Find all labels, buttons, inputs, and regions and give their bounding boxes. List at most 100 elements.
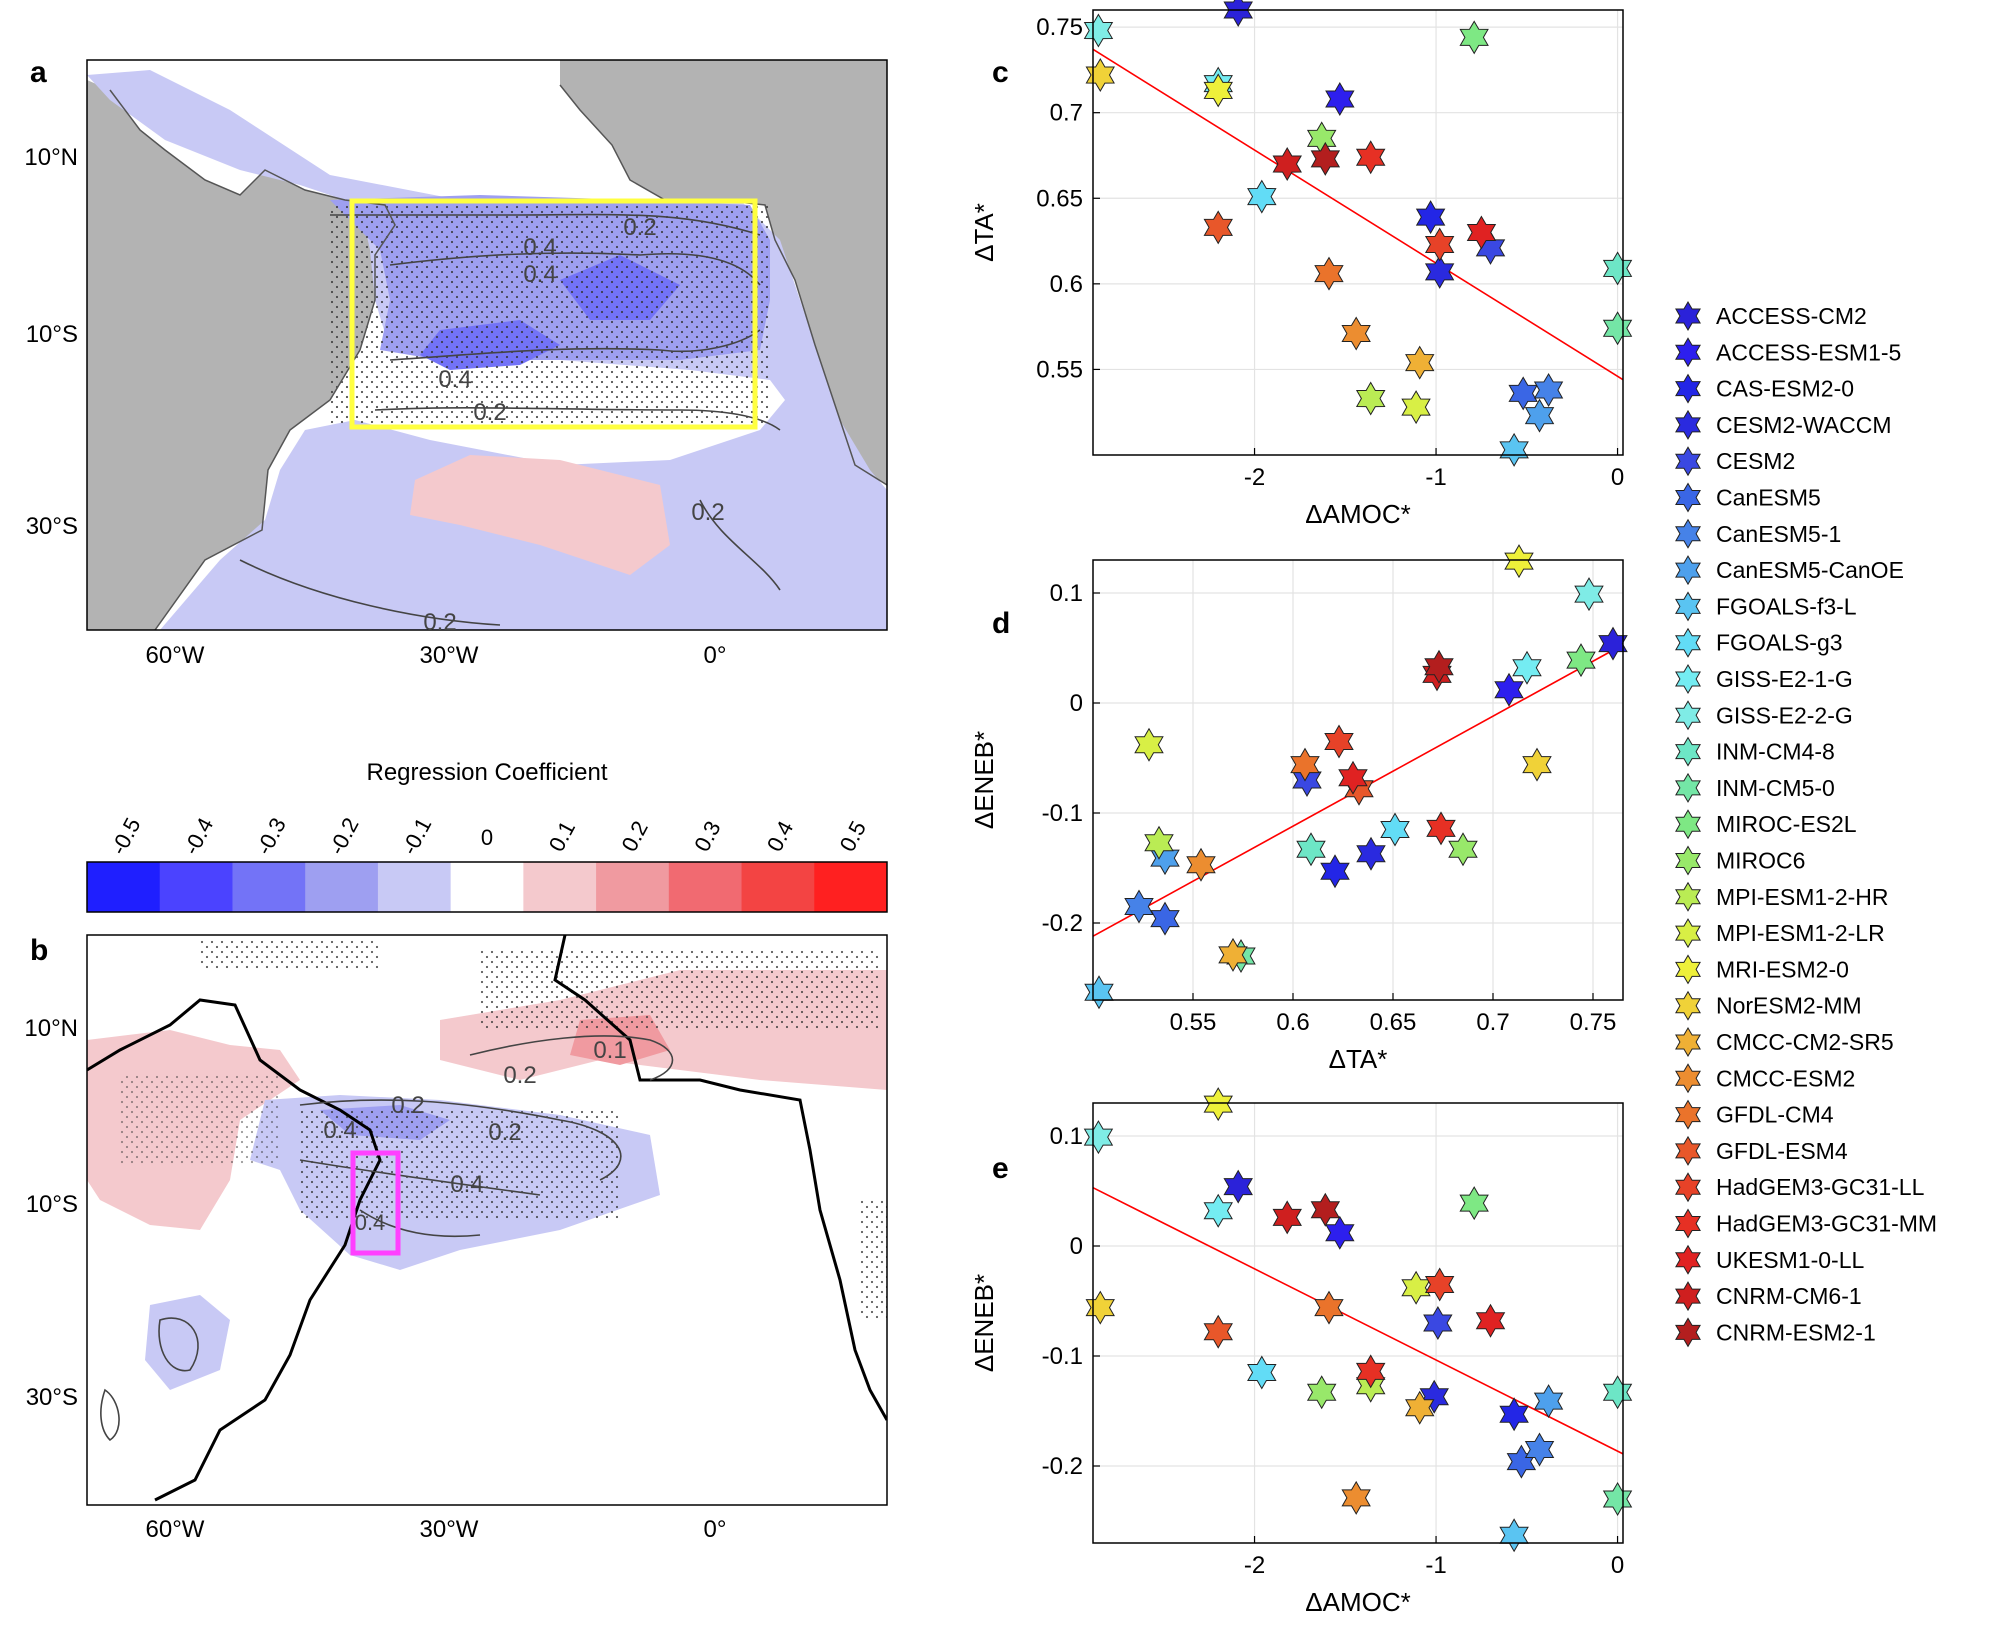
data-point-star [1533, 1384, 1564, 1419]
y-tick-label: -0.2 [1042, 1453, 1083, 1480]
data-point-star [1415, 200, 1446, 235]
map-a-contour-label: 0.2 [691, 499, 724, 526]
legend-marker-star [1675, 954, 1701, 985]
scatter-panel-c: -2 -1 0 0.55 0.6 0.65 0.7 0.75 ΔAMOC* ΔTA* [969, 0, 1633, 529]
legend-marker-star [1675, 736, 1701, 767]
data-point-star [1272, 147, 1302, 181]
x-tick-label: -1 [1425, 1552, 1446, 1579]
legend-marker-star [1675, 555, 1701, 586]
data-point-star [1203, 1087, 1233, 1122]
data-point-star [1144, 825, 1174, 860]
legend-entry-label: ACCESS-CM2 [1716, 303, 1867, 329]
legend-entry-label: NorESM2-MM [1716, 993, 1862, 1019]
map-b-contour-5 [158, 1317, 199, 1372]
data-point-star [1512, 650, 1542, 685]
map-a-lat-tick: 30°S [26, 513, 78, 540]
map-b-contour-1 [469, 1035, 674, 1081]
data-point-star [1320, 854, 1350, 889]
colorbar-cell [87, 862, 161, 912]
map-a-region-box [349, 198, 758, 430]
data-point-star [1602, 1482, 1633, 1516]
legend-marker-star [1675, 482, 1701, 513]
map-a-contour-3 [389, 329, 761, 361]
legend-entry-label: GFDL-ESM4 [1716, 1138, 1848, 1164]
map-b-lat-tick: 30°S [26, 1384, 78, 1411]
data-point-star [1247, 179, 1277, 214]
data-point-star [1355, 381, 1386, 416]
legend-entry-label: GISS-E2-2-G [1716, 702, 1853, 728]
data-point-star [1466, 215, 1497, 250]
data-point-star [1355, 140, 1386, 175]
panel-label-b: b [30, 934, 48, 967]
y-axis-label: ΔENEB* [969, 731, 999, 829]
map-b-land-africa [553, 935, 887, 1421]
data-point-star [1566, 643, 1596, 678]
colorbar-tick-label: -0.1 [397, 814, 437, 859]
x-axis-label: ΔAMOC* [1305, 499, 1411, 529]
y-tick-label: 0.65 [1036, 185, 1083, 212]
y-tick-label: 0.1 [1050, 1123, 1083, 1150]
map-b-lat-tick: 10°S [26, 1191, 78, 1218]
panel-label-c: c [992, 56, 1009, 89]
data-point-star [1296, 832, 1326, 867]
data-point-star [1083, 13, 1114, 48]
x-tick-label: 0.75 [1570, 1009, 1617, 1036]
data-point-star [1306, 1375, 1337, 1410]
y-tick-label: 0.1 [1050, 580, 1083, 607]
map-b-lon-tick: 0° [704, 1516, 727, 1543]
data-point-star [1338, 760, 1368, 795]
data-point-star [1314, 256, 1344, 291]
map-b-stippling-4 [120, 1075, 280, 1165]
colorbar-cell [523, 862, 597, 912]
map-panel-b: b 0.2 0.2 0.1 0.4 0.2 [24, 934, 888, 1543]
legend-marker-star [1675, 409, 1701, 440]
y-tick-label: 0 [1070, 690, 1083, 717]
data-point-star [1341, 316, 1371, 351]
x-tick-label: -2 [1244, 464, 1265, 491]
map-a-contour-label: 0.4 [438, 366, 471, 393]
legend-marker-star [1675, 1063, 1701, 1094]
data-point-star [1424, 227, 1455, 262]
colorbar: Regression Coefficient -0.5 -0.4 -0.3 -0.2-… [86, 759, 888, 913]
x-tick-label: 0.55 [1170, 1009, 1217, 1036]
data-point-star [1448, 832, 1478, 867]
scatter-panel-e: -2 -1 0 -0.2 -0.1 0 0.1 ΔAMOC* ΔENEB* [969, 1087, 1633, 1617]
map-a-coast-south-america [109, 89, 396, 630]
data-point-star [1504, 544, 1534, 579]
data-point-star [1405, 1390, 1435, 1425]
panel-label-d: d [992, 607, 1010, 640]
data-point-star [1186, 847, 1216, 882]
x-tick-label: 0 [1611, 1552, 1624, 1579]
legend-entry-label: CAS-ESM2-0 [1716, 376, 1854, 402]
plot-frame [1092, 1102, 1624, 1544]
y-tick-label: -0.2 [1042, 910, 1083, 937]
map-a-coast-africa [559, 84, 887, 486]
data-point-star [1598, 626, 1628, 661]
data-point-star [1310, 1192, 1341, 1227]
legend-marker-star [1675, 664, 1701, 694]
data-point-star [1602, 251, 1633, 286]
y-tick-label: 0.55 [1036, 356, 1083, 383]
data-point-star [1356, 836, 1386, 871]
data-point-star [1380, 812, 1410, 847]
legend-marker-star [1675, 1135, 1701, 1166]
map-a-lat-tick: 10°N [24, 144, 78, 171]
legend-entry-label: INM-CM5-0 [1716, 775, 1835, 801]
data-point-star [1203, 1314, 1233, 1349]
legend-entry-label: CNRM-CM6-1 [1716, 1283, 1862, 1309]
legend-entry-label: CanESM5 [1716, 485, 1821, 511]
map-b-land-south-america [87, 998, 382, 1502]
legend-marker-star [1675, 591, 1701, 622]
colorbar-cell [232, 862, 306, 912]
legend-marker-star [1675, 518, 1701, 549]
data-point-star [1325, 82, 1355, 116]
colorbar-tick-label: 0.5 [835, 817, 871, 856]
map-b-contour-2 [299, 1099, 622, 1181]
map-b-contour-label: 0.4 [450, 1171, 483, 1198]
map-a-pos-region [410, 455, 670, 575]
legend-entry-label: MIROC-ES2L [1716, 811, 1857, 837]
x-tick-label: 0.6 [1276, 1009, 1309, 1036]
data-point-star [1272, 1200, 1302, 1235]
legend-marker-star [1675, 373, 1701, 404]
